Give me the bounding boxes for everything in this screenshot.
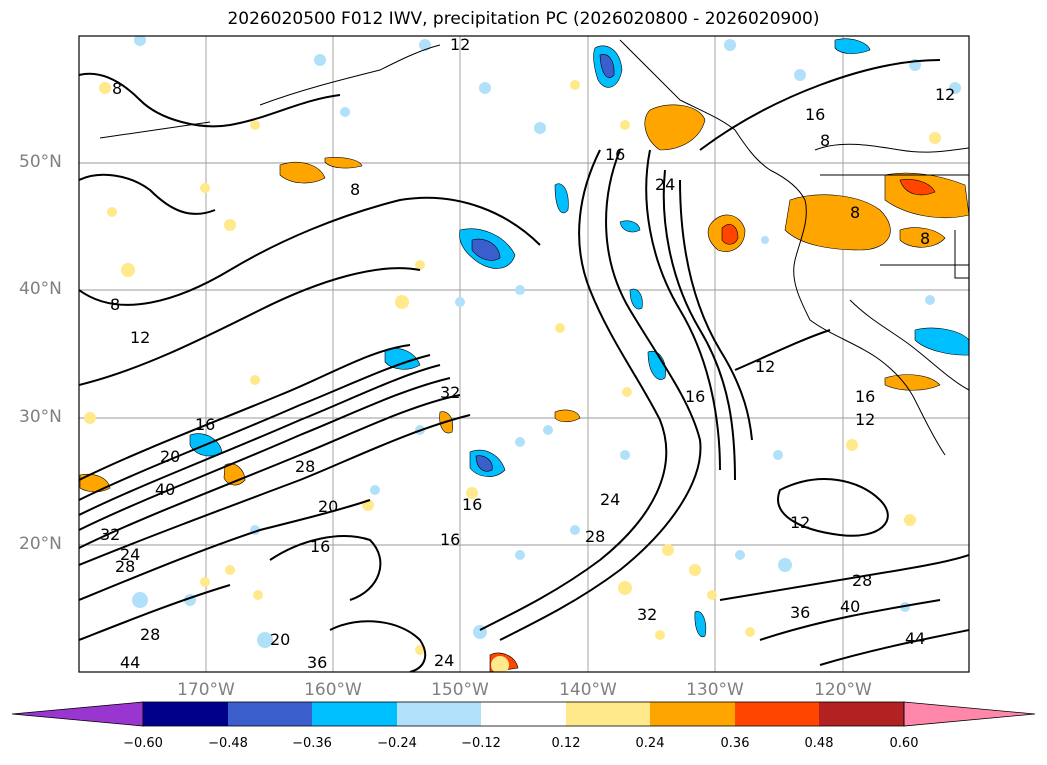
colorbar-tick: −0.48 — [208, 736, 248, 751]
contour-label: 16 — [310, 537, 330, 556]
contour-label: 16 — [440, 530, 460, 549]
contour-label: 16 — [462, 495, 482, 514]
contour-label: 16 — [685, 387, 705, 406]
contour-label: 8 — [850, 203, 860, 222]
colorbar-tick: −0.24 — [377, 736, 417, 751]
contour-label: 20 — [160, 447, 180, 466]
contour-label: 12 — [790, 513, 810, 532]
colorbar-segment — [650, 702, 735, 726]
contour-label: 12 — [130, 328, 150, 347]
colorbar-tick: 0.36 — [720, 736, 750, 751]
lon-label: 130°W — [686, 680, 744, 700]
contour-label: 28 — [585, 527, 605, 546]
lon-label: 170°W — [177, 680, 235, 700]
colorbar-tick: −0.12 — [461, 736, 501, 751]
map-frame — [78, 35, 970, 673]
contour-label: 24 — [120, 545, 140, 564]
contour-label: 44 — [120, 653, 140, 672]
contour-label: 32 — [100, 525, 120, 544]
colorbar-extend-high — [903, 701, 1036, 727]
contour-label: 44 — [905, 629, 925, 648]
precip-positive — [79, 104, 969, 672]
gridlines — [79, 36, 969, 672]
lat-label: 30°N — [19, 407, 62, 427]
contour-label: 40 — [155, 480, 175, 499]
colorbar-segment — [566, 702, 650, 726]
colorbar-extend-low — [11, 701, 144, 727]
contour-label: 20 — [270, 630, 290, 649]
colorbar-tick: 0.24 — [635, 736, 665, 751]
colorbar-segment — [819, 702, 904, 726]
contour-label: 40 — [840, 597, 860, 616]
contour-label: 12 — [935, 85, 955, 104]
contour-label: 24 — [434, 651, 454, 670]
lat-label: 40°N — [19, 279, 62, 299]
colorbar-segment — [228, 702, 312, 726]
coastline — [99, 39, 969, 456]
contour-label: 12 — [755, 357, 775, 376]
contour-label: 24 — [600, 490, 620, 509]
colorbar-tick: −0.60 — [123, 736, 163, 751]
contour-label: 12 — [855, 410, 875, 429]
contour-label: 32 — [637, 605, 657, 624]
contour-label: 24 — [655, 175, 675, 194]
contour-labels: 8 12 8 16 20 40 32 24 28 28 44 28 20 16 … — [100, 35, 955, 672]
lat-label: 50°N — [19, 152, 62, 172]
colorbar — [11, 701, 1036, 727]
contour-label: 16 — [195, 415, 215, 434]
contour-label: 16 — [855, 387, 875, 406]
precip-negative — [189, 38, 969, 638]
contour-label: 36 — [790, 603, 810, 622]
contour-label: 12 — [450, 35, 470, 54]
map-title: 2026020500 F012 IWV, precipitation PC (2… — [227, 9, 820, 29]
colorbar-segment — [143, 702, 228, 726]
contour-label: 16 — [805, 105, 825, 124]
contour-label: 8 — [112, 79, 122, 98]
contour-label: 28 — [295, 457, 315, 476]
contour-label: 8 — [110, 295, 120, 314]
colorbar-tick: −0.36 — [292, 736, 332, 751]
contour-label: 36 — [307, 653, 327, 672]
contour-label: 16 — [605, 145, 625, 164]
iwv-contours — [79, 59, 969, 672]
contour-label: 28 — [140, 625, 160, 644]
lon-label: 140°W — [559, 680, 617, 700]
lon-label: 160°W — [304, 680, 362, 700]
lon-label: 150°W — [431, 680, 489, 700]
contour-label: 8 — [920, 229, 930, 248]
contour-label: 8 — [820, 131, 830, 150]
contour-label: 8 — [350, 180, 360, 199]
precip-light-positive — [84, 80, 941, 672]
colorbar-segment — [481, 702, 566, 726]
contour-label: 28 — [852, 571, 872, 590]
lat-label: 20°N — [19, 534, 62, 554]
lon-label: 120°W — [814, 680, 872, 700]
contour-label: 20 — [318, 497, 338, 516]
colorbar-tick: 0.12 — [551, 736, 581, 751]
precip-light-negative — [132, 36, 961, 648]
colorbar-tick: 0.60 — [889, 736, 919, 751]
colorbar-tick: 0.48 — [804, 736, 834, 751]
contour-label: 32 — [440, 383, 460, 402]
map-plot: 8 12 8 16 20 40 32 24 28 28 44 28 20 16 … — [78, 35, 970, 673]
colorbar-segment — [312, 702, 397, 726]
contour-label: 28 — [115, 557, 135, 576]
colorbar-segment — [735, 702, 819, 726]
colorbar-segment — [397, 702, 481, 726]
